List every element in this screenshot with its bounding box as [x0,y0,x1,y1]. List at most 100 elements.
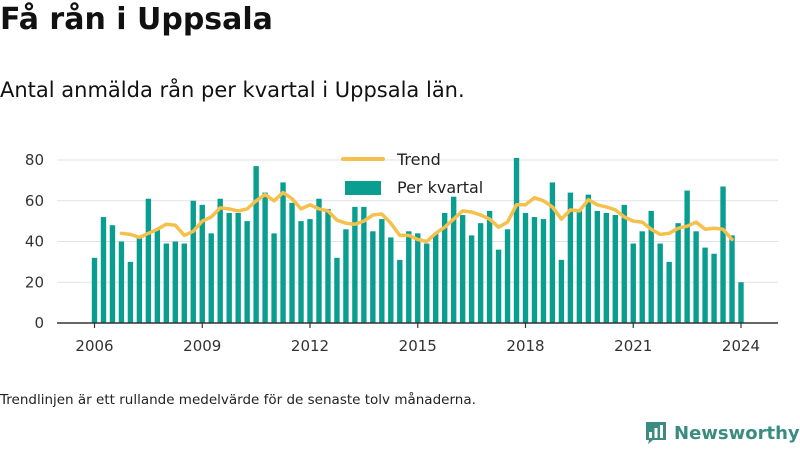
bar [603,212,610,323]
newsworthy-logo-icon [646,422,666,444]
bar [280,182,286,323]
bars-per-kvartal [91,157,744,323]
bar [684,190,690,323]
x-tick-label-2015: 2015 [399,337,437,355]
trend-line-layer [119,190,734,244]
bar [397,259,403,323]
bar [540,219,547,323]
bar [415,233,421,323]
bar [531,217,538,323]
bar [154,229,161,323]
y-tick-label-0: 0 [34,314,44,332]
bar [352,206,358,323]
bar [190,200,196,323]
bar [217,198,223,323]
bar [693,231,699,323]
legend-per-kvartal-label: Per kvartal [397,178,483,197]
bar [316,198,322,323]
bar [450,196,457,323]
y-tick-label-40: 40 [25,233,44,251]
bar [558,259,565,323]
bar [172,241,179,323]
x-tick-label-2024: 2024 [722,337,760,355]
bar [298,221,304,323]
bar [253,166,259,323]
bar [468,235,475,323]
x-tick-label-2006: 2006 [75,337,113,355]
bar [136,237,143,323]
bar [388,237,394,323]
bar [522,212,529,323]
chart-title: Få rån i Uppsala [0,2,273,37]
y-tick-label-80: 80 [25,151,44,169]
bar [424,243,430,323]
bar [235,212,241,323]
bar [271,233,277,323]
bar [127,261,134,323]
bar [504,229,511,323]
bar [325,208,331,323]
bar [711,253,717,323]
bar [226,212,232,323]
bar [630,243,636,323]
legend: Trend Per kvartal [341,150,483,197]
x-tick-label-2009: 2009 [183,337,221,355]
bar [567,192,574,323]
chart-subtitle: Antal anmälda rån per kvartal i Uppsala … [0,78,465,102]
bar [729,235,735,323]
bar [441,212,448,323]
y-tick-label-20: 20 [25,273,44,291]
footnote: Trendlinjen är ett rullande medelvärde f… [0,392,476,408]
y-tick-label-60: 60 [25,192,44,210]
x-axis: 2006 2009 2012 2015 2018 2021 2024 [57,322,778,355]
bar [379,219,385,323]
legend-per-kvartal-swatch [345,181,381,195]
trend-line [119,190,734,244]
bar [720,186,726,323]
x-tick-label-2012: 2012 [291,337,329,355]
bar [289,202,295,323]
bar [370,231,376,323]
bar [406,231,412,323]
bar [208,233,214,323]
bar [307,219,313,323]
bar [738,282,744,323]
bar [585,194,592,323]
bar [361,206,367,323]
bar [648,210,654,323]
newsworthy-logo-text: Newsworthy [674,422,800,444]
bar [702,247,708,323]
x-tick-label-2021: 2021 [614,337,652,355]
bar [495,249,502,323]
bar [199,204,205,323]
bar [433,233,439,323]
bar [666,261,672,323]
bar [486,210,493,323]
bar [549,182,556,323]
bar [244,221,250,323]
chart: 0 20 40 60 80 2006 2009 2012 2015 2018 2021 2024 T… [25,150,778,355]
bar [657,243,663,323]
bar [459,215,466,323]
bar [639,231,645,323]
bar [334,257,340,323]
bar [91,257,98,323]
bar [513,157,520,323]
bar [343,229,349,323]
x-tick-label-2018: 2018 [506,337,544,355]
bar [100,217,107,323]
bar [612,215,618,323]
bar [163,243,170,323]
bar [576,210,583,323]
bar [262,192,268,323]
bar [118,241,125,323]
newsworthy-logo[interactable]: Newsworthy [644,419,800,447]
bar [477,223,484,323]
y-axis-ticks: 0 20 40 60 80 [25,151,44,332]
bar [594,210,601,323]
bar [145,198,152,323]
bar [621,204,627,323]
bar [109,225,116,323]
bar [181,243,187,323]
legend-trend-label: Trend [396,150,441,169]
